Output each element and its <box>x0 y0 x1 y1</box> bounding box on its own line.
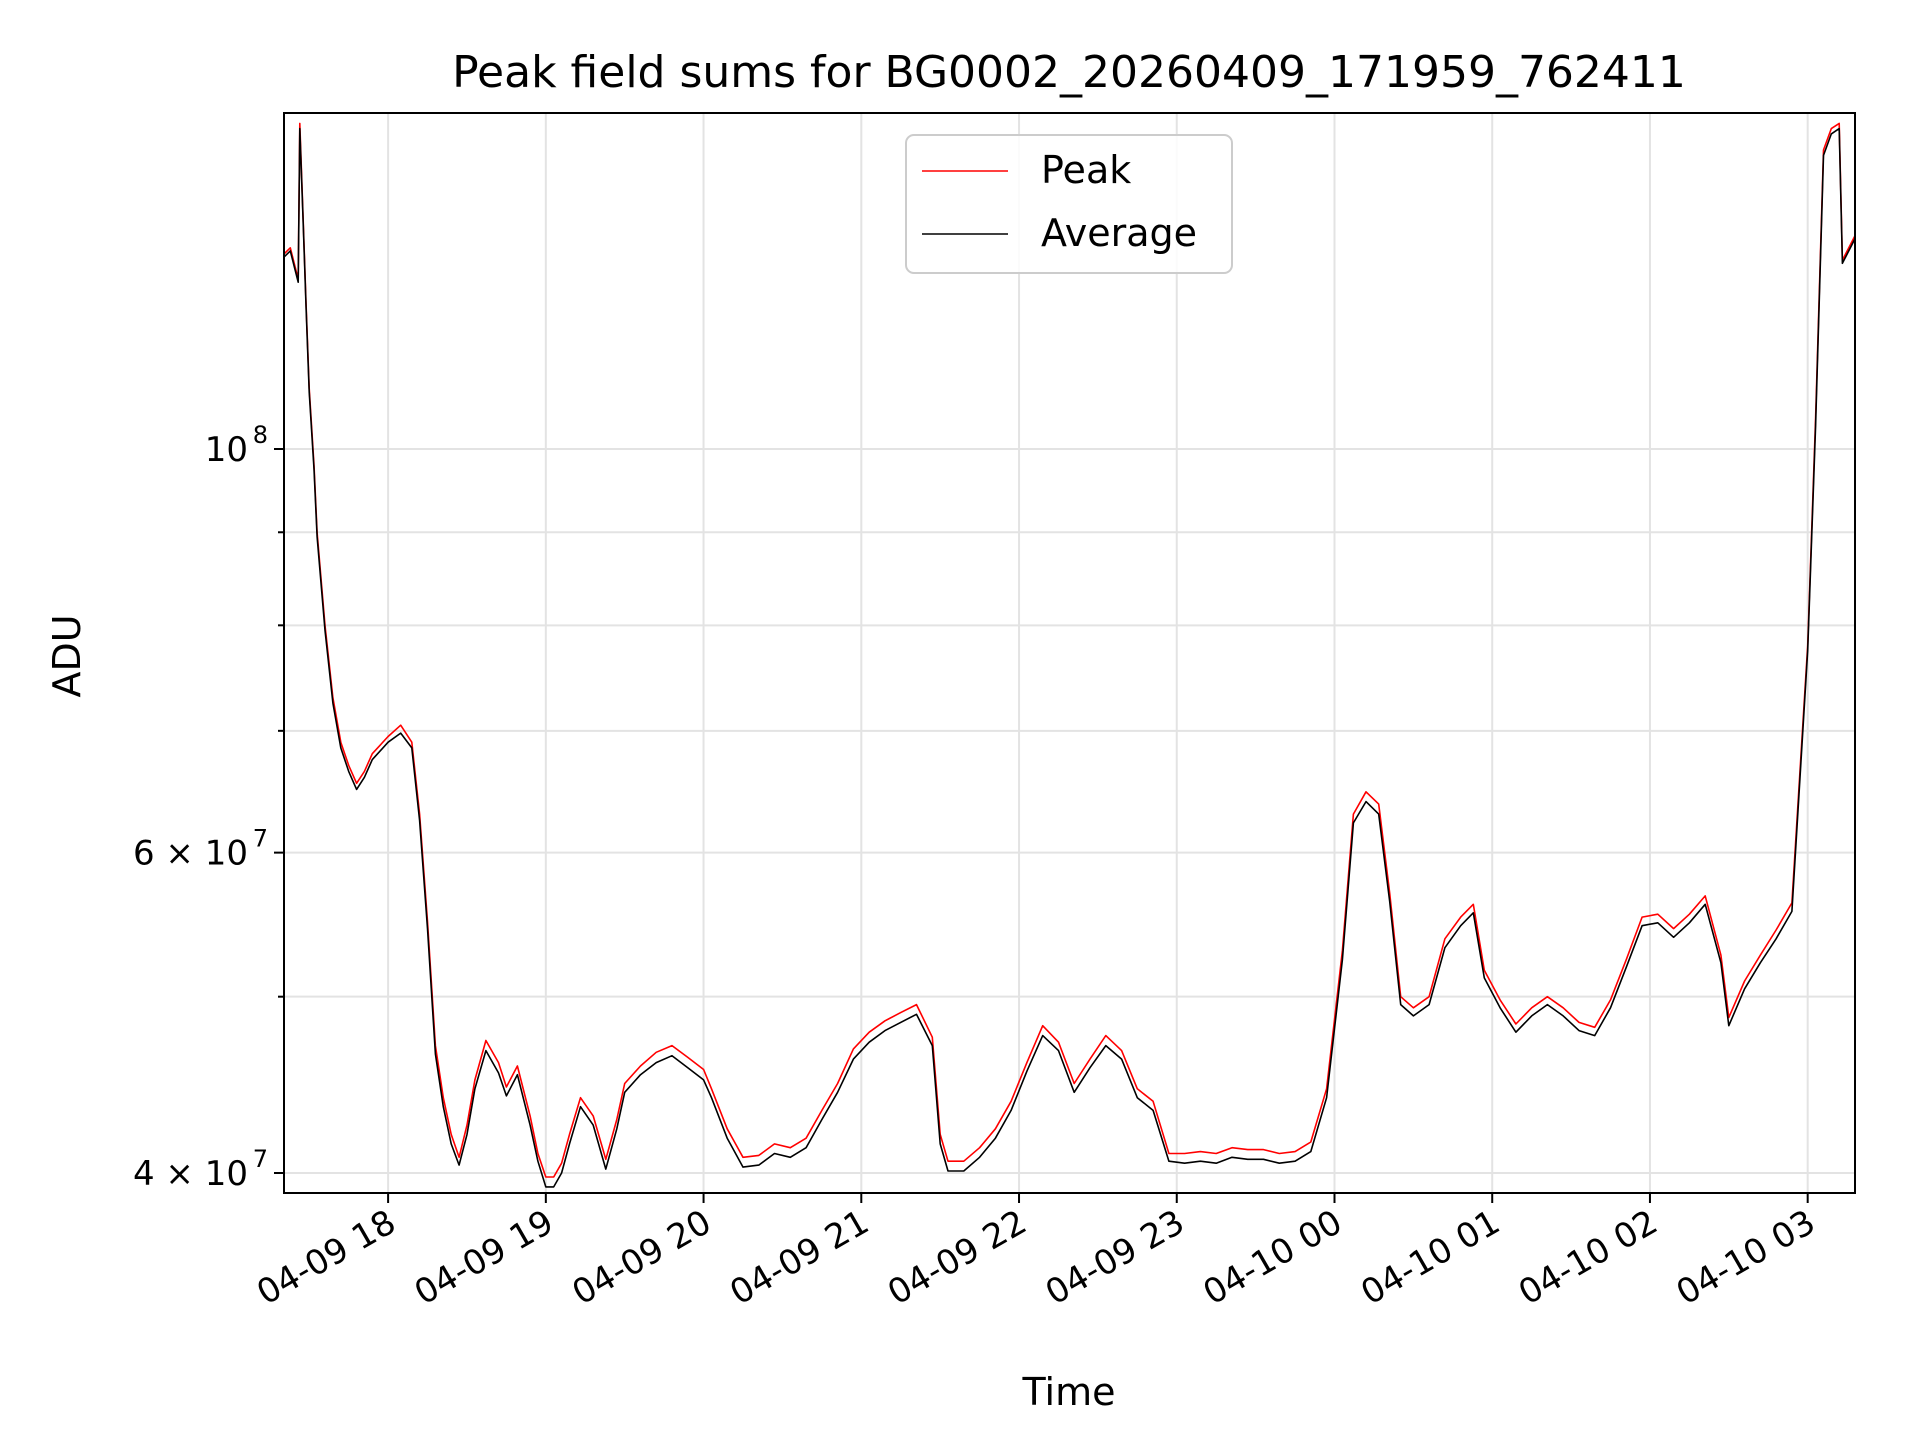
y-tick-base: 10 <box>205 834 248 874</box>
y-tick-base: 10 <box>205 1154 248 1194</box>
legend: Peak Average <box>906 135 1232 273</box>
y-tick-exponent: 7 <box>253 825 268 853</box>
chart: 04-09 18 04-09 19 04-09 20 04-09 21 04-09 22… <box>0 0 1920 1440</box>
y-tick-label: 10 <box>205 430 248 470</box>
y-tick-exponent: 7 <box>253 1145 268 1173</box>
chart-title: Peak field sums for BG0002_20260409_1719… <box>452 47 1686 98</box>
y-tick-label: 6 × 10 <box>133 834 248 874</box>
x-axis-label: Time <box>1022 1370 1116 1414</box>
y-tick-exponent: 8 <box>253 421 268 449</box>
y-tick-coefficient: 4 × <box>133 1154 205 1194</box>
legend-label-average: Average <box>1041 211 1197 255</box>
y-tick-base: 10 <box>205 430 248 470</box>
y-tick-coefficient: 6 × <box>133 834 205 874</box>
legend-label-peak: Peak <box>1041 148 1131 192</box>
y-axis-label: ADU <box>45 614 89 697</box>
y-tick-label: 4 × 10 <box>133 1154 248 1194</box>
